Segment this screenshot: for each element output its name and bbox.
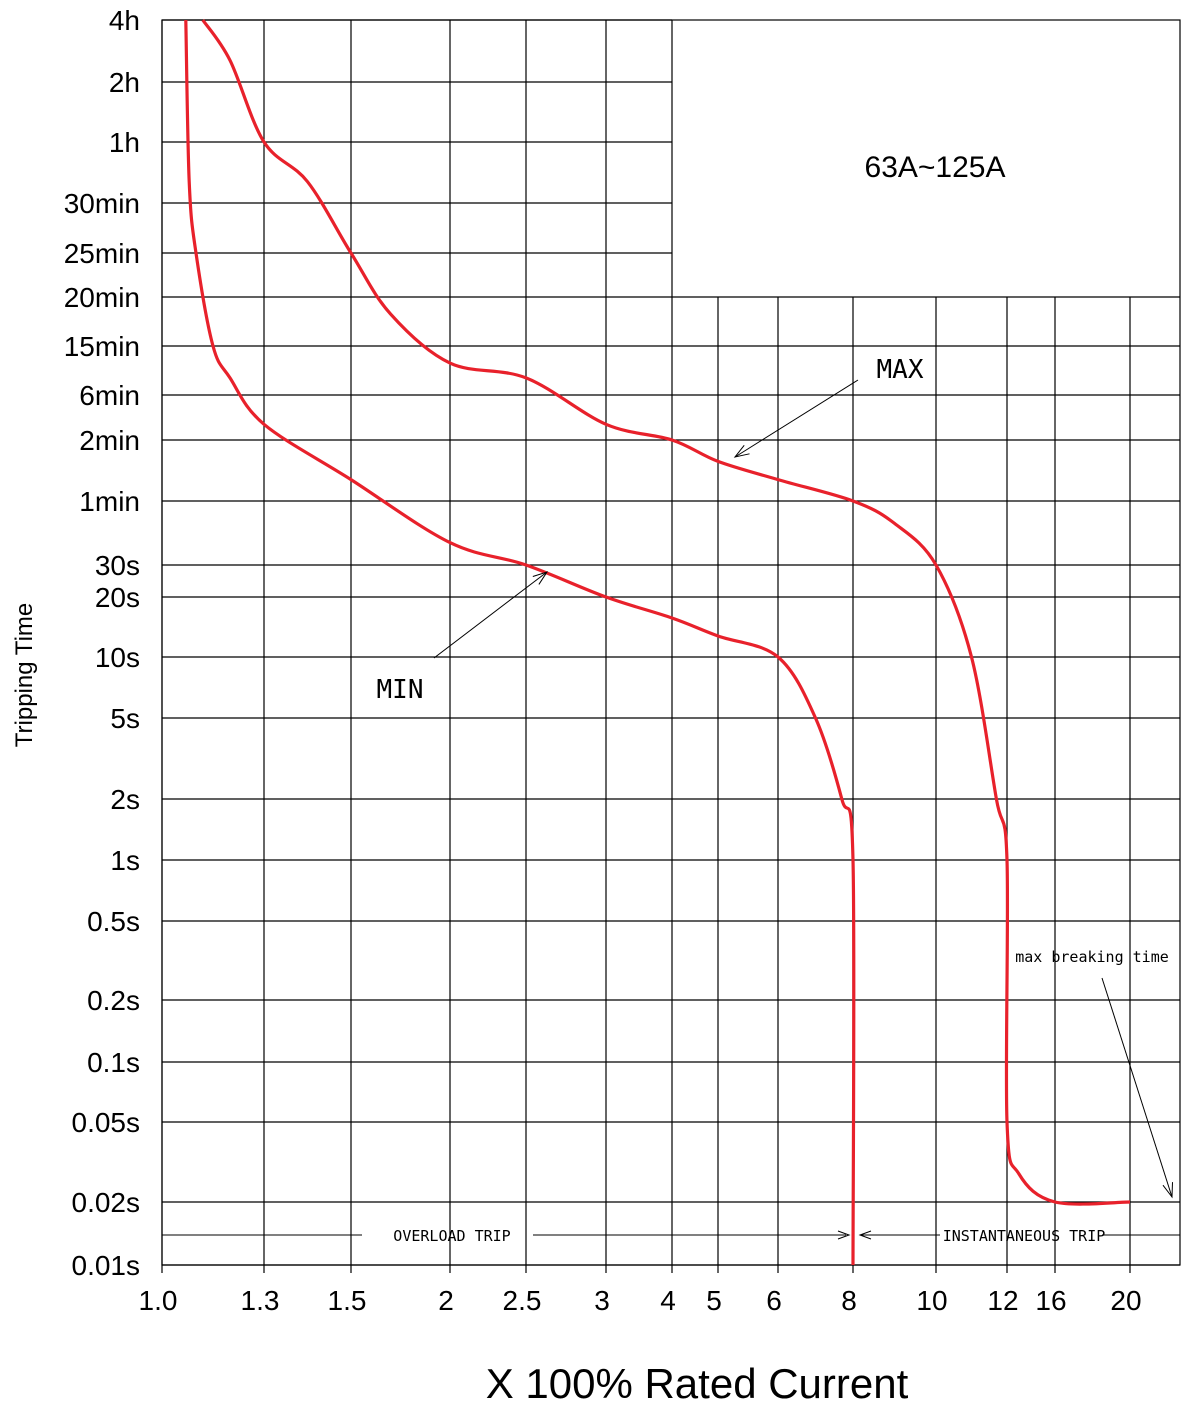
x-tick-label: 16 <box>1035 1285 1066 1316</box>
y-tick-label: 20min <box>64 282 140 313</box>
y-tick-label: 5s <box>110 703 140 734</box>
y-tick-label: 0.05s <box>72 1107 141 1138</box>
y-tick-label: 0.1s <box>87 1047 140 1078</box>
x-tick-label: 1.3 <box>241 1285 280 1316</box>
max-breaking-time-arrow-head <box>1162 1182 1173 1199</box>
y-tick-label: 0.5s <box>87 906 140 937</box>
x-tick-label: 12 <box>987 1285 1018 1316</box>
y-tick-label: 0.02s <box>72 1187 141 1218</box>
annotation-max-breaking-time: max breaking time <box>1015 948 1169 966</box>
min-leader-arrow-head <box>532 571 549 585</box>
series-line-min <box>184 19 856 1266</box>
chart-curves <box>184 19 1131 1266</box>
annotation-overload-trip: OVERLOAD TRIP <box>393 1227 510 1245</box>
y-tick-label: 15min <box>64 331 140 362</box>
x-tick-label: 3 <box>594 1285 610 1316</box>
overload-range-arrow <box>837 1230 851 1240</box>
max-leader-arrow <box>734 379 859 458</box>
chart-title: 63A~125A <box>865 151 1006 184</box>
annotation-min-label: MIN <box>377 675 424 705</box>
max-breaking-time-arrow <box>1101 977 1173 1198</box>
x-tick-label: 1.5 <box>328 1285 367 1316</box>
x-tick-label: 10 <box>916 1285 947 1316</box>
annotation-max-label: MAX <box>877 355 924 385</box>
y-tick-label: 10s <box>95 642 140 673</box>
x-tick-label: 4 <box>660 1285 676 1316</box>
y-axis-label: Tripping Time <box>11 603 38 748</box>
series-line-max <box>201 19 1131 1206</box>
x-tick-label: 5 <box>706 1285 722 1316</box>
y-tick-label: 2min <box>79 425 140 456</box>
annotation-instantaneous-trip: INSTANTANEOUS TRIP <box>943 1227 1106 1245</box>
max-leader-arrow-head <box>733 445 750 458</box>
y-tick-label: 2s <box>110 784 140 815</box>
y-tick-label: 20s <box>95 582 140 613</box>
y-tick-label: 0.2s <box>87 985 140 1016</box>
x-tick-label: 6 <box>766 1285 782 1316</box>
y-tick-label: 1min <box>79 486 140 517</box>
y-tick-label: 2h <box>109 67 140 98</box>
x-tick-labels: 1.0 1.3 1.5 2 2.5 3 4 5 6 8 10 12 16 20 <box>139 1285 1142 1316</box>
y-tick-label: 30s <box>95 550 140 581</box>
y-tick-label: 1h <box>109 127 140 158</box>
y-tick-label: 0.01s <box>72 1250 141 1281</box>
y-tick-label: 30min <box>64 188 140 219</box>
y-tick-label: 4h <box>109 5 140 36</box>
min-leader-arrow <box>433 571 548 659</box>
x-tick-label: 1.0 <box>139 1285 178 1316</box>
y-tick-label: 6min <box>79 380 140 411</box>
x-tick-label: 2 <box>438 1285 454 1316</box>
chart-grid <box>161 19 1181 1273</box>
x-axis-label: X 100% Rated Current <box>486 1360 909 1405</box>
chart-annotations <box>162 379 1180 1240</box>
y-tick-label: 25min <box>64 238 140 269</box>
y-tick-labels: 4h 2h 1h 30min 25min 20min 15min 6min 2min 1min 30… <box>64 5 140 1281</box>
y-tick-label: 1s <box>110 845 140 876</box>
x-tick-label: 8 <box>841 1285 857 1316</box>
x-tick-label: 2.5 <box>503 1285 542 1316</box>
instant-range-arrow <box>858 1230 872 1240</box>
x-tick-label: 20 <box>1110 1285 1141 1316</box>
plot-frame <box>161 19 1181 1266</box>
